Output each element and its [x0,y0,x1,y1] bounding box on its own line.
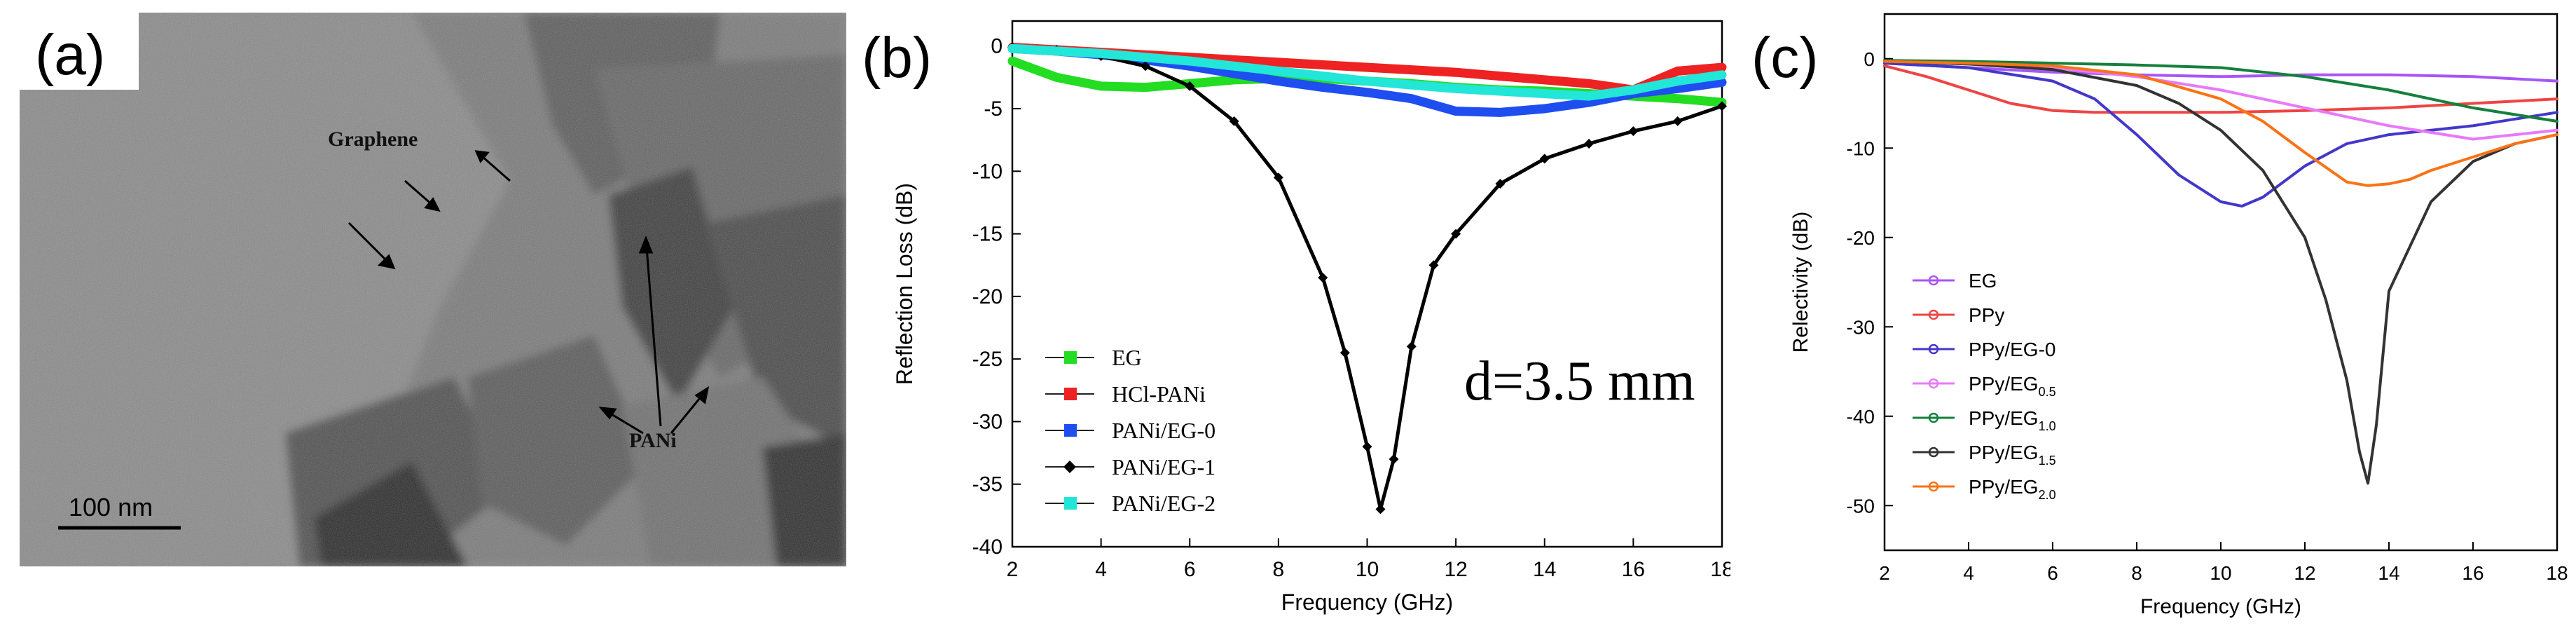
x-tick-label: 6 [2047,562,2058,584]
legend-entry: PPy [1969,304,2004,326]
data-point [1495,179,1506,189]
legend-entry: PPy/EG1.0 [1969,407,2056,433]
x-axis-label: Frequency (GHz) [1281,590,1453,615]
data-point [1406,341,1417,352]
data-point [1362,442,1372,452]
data-point [1229,116,1239,126]
legend-marker [1064,424,1077,437]
x-tick-label: 18 [1710,558,1730,581]
panel-c-chart: (c) 2 4 6 8 10 12 14 16 18 0 -10 -20 -30 -40 -50 Freque… [1751,13,2568,618]
legend-entry: EG [1112,345,1142,370]
x-tick-label: 8 [1273,558,1285,581]
data-point [1428,260,1439,271]
y-axis-label: Relectivity (dB) [1789,212,1812,353]
legend-entry: HCl-PANi [1112,381,1206,407]
y-tick-label: -50 [1847,495,1875,517]
legend-marker [1063,461,1076,473]
data-point [1185,81,1195,91]
legend-marker [1928,447,1939,458]
y-tick-label: -5 [984,97,1003,121]
x-tick-label: 14 [1533,558,1556,581]
y-tick-label: -25 [972,348,1003,371]
y-tick-label: 0 [991,35,1003,58]
legend-entry: PPy/EG2.0 [1969,476,2056,502]
y-tick-label: -20 [972,285,1003,308]
legend-entry: PANi/EG-1 [1112,454,1215,479]
legend-entry: PANi/EG-2 [1112,491,1215,516]
legend-marker [1928,275,1939,286]
data-point [1339,348,1350,358]
legend-entry: PPy/EG0.5 [1969,373,2056,399]
y-tick-label: -10 [1847,137,1875,159]
data-point [1539,154,1550,164]
x-tick-label: 10 [1356,558,1379,581]
x-tick-label: 12 [2294,562,2315,584]
legend-marker [1064,497,1077,510]
legend-marker [1928,481,1939,492]
legend-entry: PPy/EG-0 [1969,339,2055,360]
data-point [1451,229,1461,239]
data-point [1389,454,1399,464]
data-point [1584,139,1594,149]
x-tick-label: 10 [2210,562,2231,584]
data-point [1318,273,1328,283]
x-axis-label: Frequency (GHz) [2140,595,2301,618]
y-tick-label: -20 [1847,227,1875,249]
legend-marker [1928,378,1939,389]
series-line [1883,59,2558,123]
annotation-arrows [347,150,710,435]
data-point [1672,116,1683,126]
legend-marker [1064,351,1077,364]
y-axis-label: Reflection Loss (dB) [892,183,917,385]
x-tick-label: 4 [1095,558,1107,581]
panel-b-chart: (b) 2 4 6 8 10 12 14 16 18 0 -5 -10 -15 -20 -25 -30 -35 -… [862,20,1730,615]
y-tick-label: -30 [972,410,1003,433]
x-tick-label: 2 [1879,562,1890,584]
series-line [1883,64,2558,114]
x-tick-label: 4 [1963,562,1974,584]
y-tick-label: -40 [1847,406,1875,428]
legend-entry: PPy/EG1.5 [1969,442,2056,468]
x-tick-label: 12 [1444,558,1467,581]
legend-entry: EG [1969,270,1997,292]
x-tick-label: 8 [2131,562,2142,584]
series-line [1883,62,2558,208]
pani-annotation: PANi [629,429,677,452]
thickness-annotation: d=3.5 mm [1464,350,1695,412]
panel-c-label: (c) [1751,26,1819,90]
x-tick-label: 18 [2546,562,2568,584]
legend-entry: PANi/EG-0 [1112,418,1215,443]
data-point [1628,126,1639,137]
panel-a-tem-image: (a) Graphene PANi 100 nm [20,13,846,566]
scale-bar-label: 100 nm [69,493,153,522]
data-point [1375,504,1386,515]
x-tick-label: 16 [2462,562,2484,584]
legend-marker [1064,388,1077,400]
x-tick-label: 14 [2378,562,2399,584]
data-point [1273,172,1283,183]
panel-a-label: (a) [35,23,105,87]
series-line [1883,60,2558,187]
data-point [1717,101,1727,111]
legend-marker [1928,309,1939,320]
series-line [1007,43,1727,101]
data-point [1140,61,1150,72]
legend-marker [1928,412,1939,423]
y-tick-label: -35 [972,473,1003,496]
y-tick-label: -40 [972,536,1003,559]
series-line [1883,60,2558,485]
y-tick-label: -30 [1847,316,1875,338]
x-tick-label: 16 [1622,558,1645,581]
series-line [1883,62,2558,83]
y-tick-label: -10 [972,160,1003,183]
x-tick-label: 6 [1184,558,1196,581]
y-tick-label: -15 [972,223,1003,246]
x-tick-label: 2 [1007,558,1019,581]
y-tick-label: 0 [1864,48,1875,70]
graphene-annotation: Graphene [328,128,418,151]
panel-a-label-bg [20,13,139,90]
panel-b-label: (b) [862,26,932,90]
legend-marker [1928,343,1939,355]
